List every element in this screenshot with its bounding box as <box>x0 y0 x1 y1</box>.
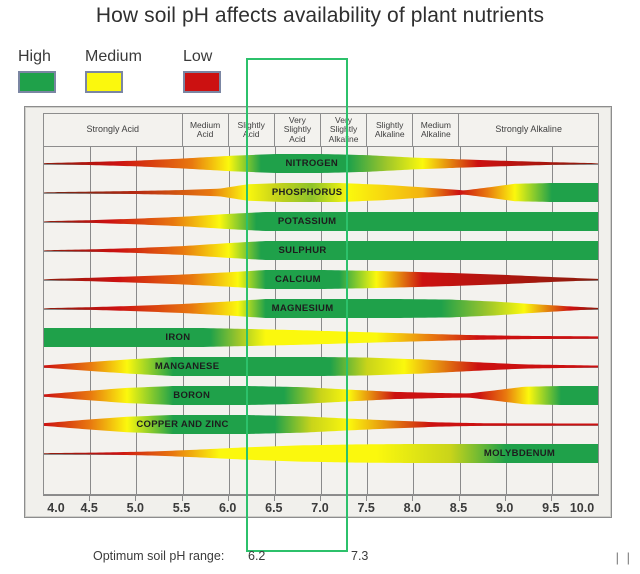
axis-tick <box>135 495 136 501</box>
axis-tick <box>412 495 413 501</box>
axis-tick <box>366 495 367 501</box>
caption-ph-high: 7.3 <box>351 549 369 563</box>
ph-category-medium-acid: Medium Acid <box>183 114 229 146</box>
availability-band <box>44 207 598 236</box>
nutrient-row: CALCIUM <box>44 265 598 294</box>
axis-tick-label: 5.5 <box>172 501 191 515</box>
availability-band <box>44 294 598 323</box>
caption-ph-low: 6.2 <box>248 549 266 563</box>
nutrient-row: POTASSIUM <box>44 207 598 236</box>
availability-band <box>44 410 598 439</box>
axis-tick <box>320 495 321 501</box>
axis-tick-label: 6.0 <box>218 501 237 515</box>
ph-category-medium-alkaline: Medium Alkaline <box>413 114 460 146</box>
nutrient-row: SULPHUR <box>44 236 598 265</box>
axis-tick-label: 7.0 <box>311 501 329 515</box>
gridline-ph <box>413 147 414 494</box>
nutrient-row: BORON <box>44 381 598 410</box>
gridline-ph <box>229 147 230 494</box>
gridline-ph <box>90 147 91 494</box>
availability-band <box>44 352 598 381</box>
availability-band <box>44 236 598 265</box>
axis-tick-label: 9.5 <box>542 501 560 515</box>
axis-tick-label: 6.5 <box>265 501 283 515</box>
gridline-ph <box>321 147 322 494</box>
page-title: How soil pH affects availability of plan… <box>95 4 545 27</box>
availability-band <box>44 265 598 294</box>
nutrient-row: NITROGEN <box>44 149 598 178</box>
nutrient-band-plot: NITROGEN PHOSPHORUS POTASSIUM SULPHUR CALCIU… <box>43 147 599 495</box>
availability-band <box>44 178 598 207</box>
axis-tick-label: 7.5 <box>357 501 375 515</box>
axis-tick <box>551 495 552 501</box>
ph-category-slightly-acid: Slightly Acid <box>229 114 275 146</box>
legend-item-medium: Medium <box>85 48 142 93</box>
legend-label-low: Low <box>183 48 213 65</box>
nutrient-row: MOLYBDENUM <box>44 439 598 468</box>
ph-category-header-row: Strongly Acid Medium Acid Slightly Acid Ver… <box>43 113 599 147</box>
corner-mark: | | <box>615 550 632 565</box>
legend-label-medium: Medium <box>85 48 142 65</box>
axis-tick-label: 8.5 <box>449 501 468 515</box>
axis-tick-label: 10.0 <box>569 501 595 515</box>
legend: High Medium Low <box>18 48 268 100</box>
legend-swatch-high <box>18 71 56 93</box>
axis-tick-label: 9.0 <box>495 501 514 515</box>
axis-tick-label: 4.0 <box>47 501 65 515</box>
gridline-ph <box>460 147 461 494</box>
gridline-ph <box>552 147 553 494</box>
ph-axis-line <box>43 495 599 496</box>
legend-label-high: High <box>18 48 51 65</box>
axis-tick-label: 5.0 <box>126 501 145 515</box>
optimum-range-highlight-foot <box>246 516 348 552</box>
caption-label: Optimum soil pH range: <box>93 549 225 563</box>
legend-item-high: High <box>18 48 56 93</box>
availability-band <box>44 323 598 352</box>
nutrient-row: MANGANESE <box>44 352 598 381</box>
axis-tick-label: 4.5 <box>80 501 98 515</box>
gridline-ph <box>275 147 276 494</box>
axis-tick-label: 8.0 <box>403 501 422 515</box>
caption: Optimum soil pH range: 6.2 7.3 | | <box>0 549 640 571</box>
ph-category-strongly-acid: Strongly Acid <box>44 114 183 146</box>
availability-band <box>44 149 598 178</box>
nutrient-row: PHOSPHORUS <box>44 178 598 207</box>
axis-tick <box>459 495 460 501</box>
axis-tick <box>505 495 506 501</box>
legend-item-low: Low <box>183 48 221 93</box>
gridline-ph <box>136 147 137 494</box>
nutrient-row: MAGNESIUM <box>44 294 598 323</box>
gridline-ph <box>506 147 507 494</box>
ph-category-strongly-alkaline: Strongly Alkaline <box>495 124 562 135</box>
legend-swatch-low <box>183 71 221 93</box>
axis-tick <box>182 495 183 501</box>
ph-category-slightly-alkaline: Slightly Alkaline <box>367 114 414 146</box>
nutrient-row: IRON <box>44 323 598 352</box>
gridline-ph <box>367 147 368 494</box>
axis-tick <box>274 495 275 501</box>
availability-band <box>44 439 598 468</box>
gridline-ph <box>183 147 184 494</box>
ph-axis: 4.0 4.5 5.0 5.5 6.0 6.5 7.0 7.5 8.0 8.5 9.0 9.5 10.0 <box>43 495 599 517</box>
axis-tick <box>89 495 90 501</box>
availability-band <box>44 381 598 410</box>
axis-tick <box>228 495 229 501</box>
legend-swatch-medium <box>85 71 123 93</box>
ph-category-very-slightly-acid: Very Slightly Acid <box>275 114 321 146</box>
ph-nutrient-chart: Strongly Acid Medium Acid Slightly Acid Ver… <box>24 106 612 518</box>
ph-category-very-slightly-alkaline: Very Slightly Alkaline <box>321 114 368 146</box>
nutrient-row: COPPER AND ZINC <box>44 410 598 439</box>
